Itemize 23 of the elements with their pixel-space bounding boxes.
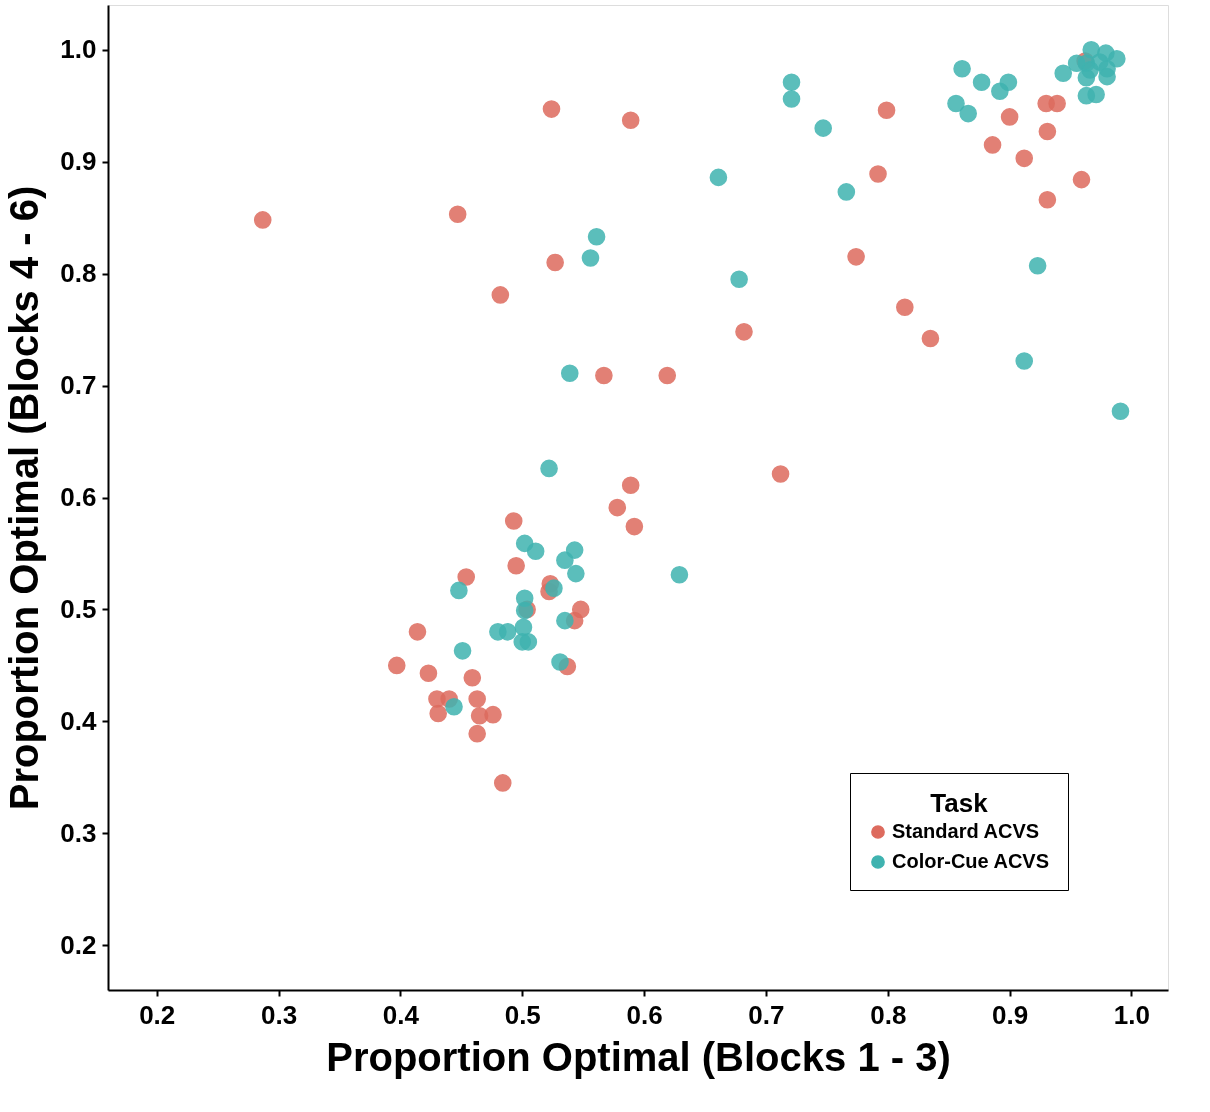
x-tick-label: 0.9 (992, 999, 1029, 1030)
y-tick-label: 0.4 (60, 705, 98, 736)
x-tick-label: 0.5 (504, 999, 541, 1030)
x-tick-label: 0.2 (139, 999, 176, 1030)
y-axis-title: Proportion Optimal (Blocks 4 - 6) (2, 185, 47, 811)
y-tick-label: 0.8 (60, 258, 97, 289)
y-tick-label: 1.0 (60, 34, 97, 65)
x-tick-label: 0.4 (382, 999, 420, 1030)
legend-label: Standard ACVS (892, 820, 1040, 842)
x-tick-label: 0.7 (748, 999, 785, 1030)
y-tick-label: 0.7 (60, 370, 97, 401)
x-tick-label: 1.0 (1113, 999, 1151, 1030)
x-tick-label: 0.8 (870, 999, 907, 1030)
y-tick-label: 0.6 (60, 482, 97, 512)
y-tick-label: 0.9 (60, 146, 97, 177)
legend-title: Task (930, 788, 989, 818)
x-tick-label: 0.3 (261, 999, 298, 1030)
y-tick-label: 0.3 (60, 817, 97, 848)
x-axis-title: Proportion Optimal (Blocks 1 - 3) (326, 1034, 951, 1079)
y-tick-label: 0.5 (60, 593, 97, 624)
legend-label: Color-Cue ACVS (892, 850, 1050, 872)
y-tick-label: 0.2 (60, 929, 97, 960)
x-tick-label: 0.6 (626, 999, 663, 1030)
